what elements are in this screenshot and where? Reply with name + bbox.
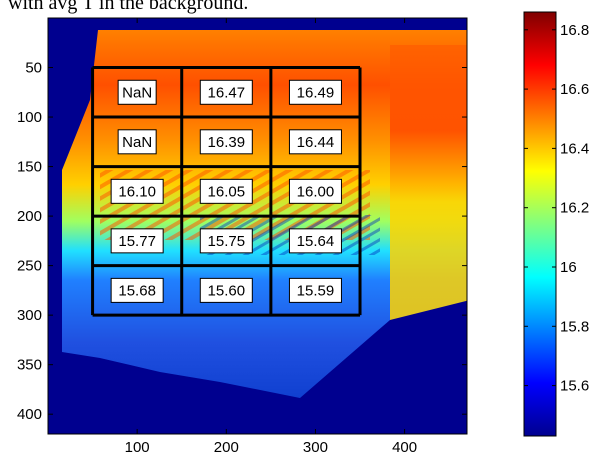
x-tick-label: 300 [303,439,328,456]
cell-box [110,178,164,204]
cell-box [288,79,342,105]
y-tick-label: 250 [17,258,42,275]
cell-box [110,277,164,303]
cell-value: 16.49 [297,84,335,101]
y-tick-label: 350 [17,357,42,374]
y-tick-label: 100 [17,109,42,126]
cell-3-0: 15.77 [110,228,164,254]
cell-value: 15.68 [118,282,156,299]
cell-value: 15.77 [118,233,156,250]
x-axis: 100 200 300 400 [125,18,417,456]
cell-value: 15.64 [297,233,335,250]
cell-value: 15.75 [208,233,246,250]
plot-frame [47,17,468,435]
cell-box [288,129,342,155]
cell-value: NaN [122,134,152,151]
colorbar-tick-label: 16.4 [560,140,589,157]
cell-1-2: 16.44 [288,129,342,155]
cell-4-0: 15.68 [110,277,164,303]
cell-value: 16.47 [208,84,246,101]
cell-3-2: 15.64 [288,228,342,254]
overlay-grid [91,66,362,317]
cell-box [117,129,157,155]
chart-title: with avg T in the background. [8,0,248,14]
colorbar [523,11,557,437]
cell-box [117,79,157,105]
cell-2-2: 16.00 [288,178,342,204]
heat-field-right [390,45,467,330]
cell-box [288,228,342,254]
cell-value: 16.05 [208,183,246,200]
cell-value: 16.00 [297,183,335,200]
cell-box [288,178,342,204]
cell-0-1: 16.47 [199,79,253,105]
colorbar-tick-label: 16 [560,259,577,276]
cell-box [199,277,253,303]
cell-value: 16.44 [297,134,335,151]
cell-0-2: 16.49 [288,79,342,105]
x-tick-label: 100 [125,439,150,456]
cell-2-0: 16.10 [110,178,164,204]
cell-box [199,178,253,204]
cell-1-1: 16.39 [199,129,253,155]
cell-0-0: NaN [117,79,157,105]
cell-box [199,79,253,105]
cell-4-1: 15.60 [199,277,253,303]
cell-2-1: 16.05 [199,178,253,204]
colorbar-tick-label: 16.8 [560,22,589,39]
cell-3-1: 15.75 [199,228,253,254]
cell-value: 15.60 [208,282,246,299]
y-tick-label: 50 [25,60,42,77]
cell-value: 16.10 [118,183,156,200]
heat-field [62,30,467,434]
colorbar-tick-label: 15.6 [560,378,589,395]
colorbar-ticks: 15.6 15.8 16 16.2 16.4 16.6 16.8 [524,22,589,395]
cell-value: 16.39 [208,134,246,151]
heat-field-nan-bottom-right [300,300,467,434]
colorbar-tick-label: 16.2 [560,200,589,217]
y-tick-label: 150 [17,159,42,176]
cell-4-2: 15.59 [288,277,342,303]
cell-box [288,277,342,303]
x-tick-label: 400 [392,439,417,456]
cell-box [199,228,253,254]
cell-box [110,228,164,254]
colorbar-tick-label: 15.8 [560,318,589,335]
cell-box [199,129,253,155]
cell-value: NaN [122,84,152,101]
colorbar-tick-label: 16.6 [560,81,589,98]
cell-value: 15.59 [297,282,335,299]
y-tick-label: 300 [17,307,42,324]
cell-labels: NaN 16.47 16.49 NaN 16.39 16.44 16.10 16.05 16.0… [110,79,342,303]
y-tick-label: 400 [17,406,42,423]
y-axis: 50 100 150 200 250 300 350 400 [17,60,467,423]
x-tick-label: 200 [214,439,239,456]
y-tick-label: 200 [17,208,42,225]
cell-1-0: NaN [117,129,157,155]
